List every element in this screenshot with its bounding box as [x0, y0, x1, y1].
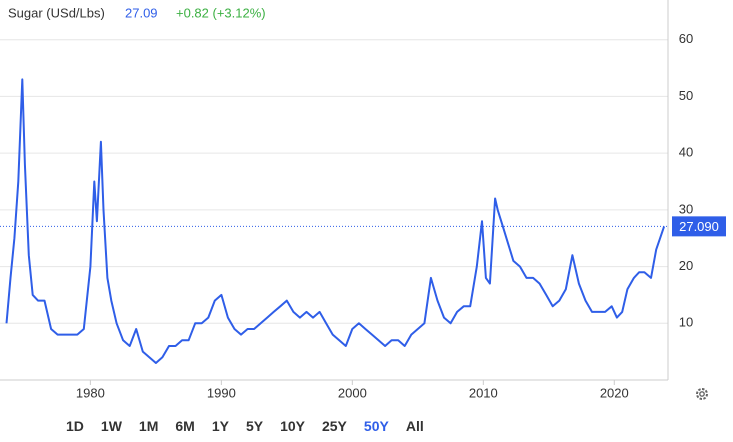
x-tick-label: 1990 [207, 385, 236, 400]
chart-title: Sugar (USd/Lbs) [8, 5, 105, 20]
y-tick-label: 50 [679, 88, 693, 103]
change: +0.82 (+3.12%) [176, 5, 266, 20]
x-tick-label: 1980 [76, 385, 105, 400]
range-button[interactable]: All [405, 418, 424, 434]
last-price-label: 27.090 [679, 219, 719, 234]
range-button[interactable]: 10Y [280, 418, 305, 434]
chart: Sugar (USd/Lbs) 27.09 +0.82 (+3.12%) 10 2… [0, 0, 726, 400]
range-button[interactable]: 50Y [363, 418, 389, 434]
range-buttons: 1D 1W 1M 6M 1Y 5Y 10Y 25Y 50Y All [60, 416, 435, 436]
range-button[interactable]: 1D [66, 418, 84, 434]
y-tick-label: 60 [679, 31, 693, 46]
price-line [5, 78, 666, 364]
last-price-tag [672, 216, 726, 237]
x-tick-label: 2020 [600, 385, 629, 400]
range-button[interactable]: 1W [100, 418, 122, 434]
y-tick-label: 20 [679, 258, 693, 273]
y-tick-label: 40 [679, 145, 693, 160]
y-tick-label: 30 [679, 201, 693, 216]
range-button[interactable]: 1Y [211, 418, 229, 434]
range-button[interactable]: 1M [138, 418, 159, 434]
range-button[interactable]: 25Y [321, 418, 347, 434]
range-button[interactable]: 6M [175, 418, 195, 434]
x-tick-label: 2010 [469, 385, 498, 400]
range-button[interactable]: 5Y [245, 418, 264, 434]
settings-icon[interactable] [696, 388, 708, 400]
price: 27.09 [125, 5, 158, 20]
x-tick-label: 2000 [338, 385, 367, 400]
y-tick-label: 10 [679, 315, 693, 330]
